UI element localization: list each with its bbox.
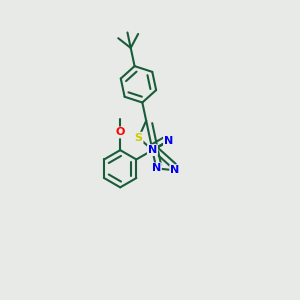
Text: N: N bbox=[152, 163, 161, 173]
Text: N: N bbox=[148, 145, 157, 155]
Text: O: O bbox=[116, 128, 125, 137]
Text: S: S bbox=[135, 133, 142, 143]
Text: N: N bbox=[170, 165, 179, 175]
Text: N: N bbox=[164, 136, 173, 146]
